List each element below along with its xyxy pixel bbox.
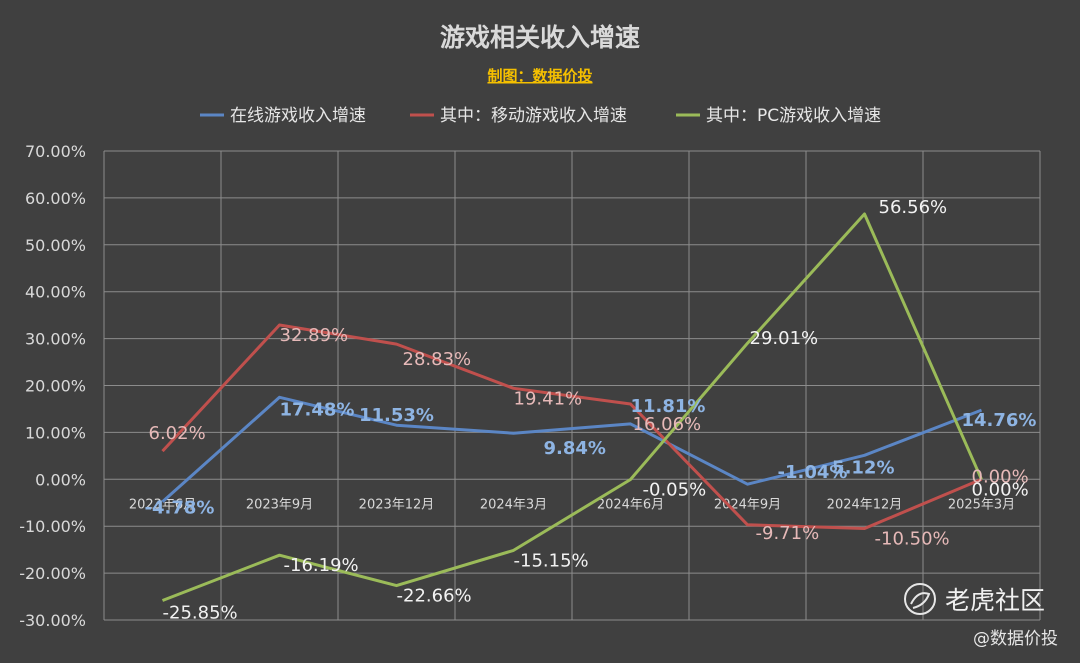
x-tick-label: 2025年3月 [948, 497, 1015, 512]
x-tick-label: 2024年6月 [597, 497, 664, 512]
data-label: 0.00% [972, 466, 1029, 487]
y-tick-label: 70.00% [25, 142, 86, 161]
data-label: 16.06% [633, 414, 702, 435]
series-line [161, 395, 983, 503]
y-tick-label: 60.00% [25, 189, 86, 208]
data-label: -16.19% [284, 555, 359, 576]
data-label: 19.41% [514, 388, 583, 409]
data-label: -1.04% [778, 462, 848, 483]
x-tick-label: 2024年12月 [827, 497, 903, 512]
grid [103, 150, 1041, 621]
y-axis-labels: 70.00% 60.00% 50.00% 40.00% 30.00% 20.00% 10.0… [19, 142, 86, 630]
data-label: -10.50% [875, 529, 950, 550]
x-tick-label: 2023年9月 [246, 497, 313, 512]
y-tick-label: 10.00% [25, 423, 86, 442]
legend-entry: 在线游戏收入增速 [230, 106, 366, 126]
data-label: 6.02% [149, 423, 206, 444]
x-tick-label: 2023年6月 [129, 497, 196, 512]
series-line [161, 212, 983, 602]
x-tick-label: 2024年3月 [480, 497, 547, 512]
data-label: 56.56% [879, 197, 948, 218]
legend-entry: 其中：PC游戏收入增速 [706, 106, 881, 126]
data-label: 11.53% [359, 405, 434, 426]
data-label: 17.48% [280, 399, 355, 420]
data-label: 5.12% [832, 457, 894, 478]
data-label: -4.78% [145, 498, 215, 519]
x-tick-label: 2023年12月 [359, 497, 435, 512]
legend-entry: 其中：移动游戏收入增速 [440, 106, 627, 126]
legend: 在线游戏收入增速 其中：移动游戏收入增速 其中：PC游戏收入增速 [200, 106, 881, 126]
data-label: 14.76% [962, 410, 1037, 431]
y-tick-label: 50.00% [25, 236, 86, 255]
data-label: 28.83% [403, 349, 472, 370]
data-label: -9.71% [756, 523, 820, 544]
data-label: 29.01% [750, 328, 819, 349]
watermark: 老虎社区 @数据价投 [904, 583, 1058, 649]
watermark-brand: 老虎社区 [945, 586, 1045, 615]
data-label: 32.89% [280, 325, 349, 346]
data-labels: -4.78% 17.48% 11.53% 9.84% 11.81% -1.04%5.12%… [145, 197, 1037, 624]
tiger-logo-icon [904, 583, 936, 615]
x-axis-labels: 2023年6月 2023年9月 2023年12月 2024年3月 2024年6月 2024… [129, 497, 1015, 512]
y-tick-label: -20.00% [19, 564, 86, 583]
y-tick-label: -30.00% [19, 611, 86, 630]
series-line [161, 323, 983, 530]
y-tick-label: 40.00% [25, 283, 86, 302]
data-label: 11.81% [631, 396, 706, 417]
data-label: -15.15% [514, 550, 589, 571]
watermark-handle: @数据价投 [973, 629, 1058, 649]
data-label: -25.85% [163, 603, 238, 624]
data-label: 0.00% [972, 479, 1029, 500]
chart-title: 游戏相关收入增速 [440, 23, 640, 52]
y-tick-label: -10.00% [19, 517, 86, 536]
chart-subtitle: 制图：数据价投 [487, 67, 592, 85]
series-lines [161, 212, 983, 602]
data-label: -22.66% [397, 586, 472, 607]
y-tick-label: 30.00% [25, 330, 86, 349]
y-tick-label: 20.00% [25, 377, 86, 396]
y-tick-label: 0.00% [35, 470, 86, 489]
data-label: -0.05% [643, 480, 707, 501]
data-label: 9.84% [544, 438, 606, 459]
